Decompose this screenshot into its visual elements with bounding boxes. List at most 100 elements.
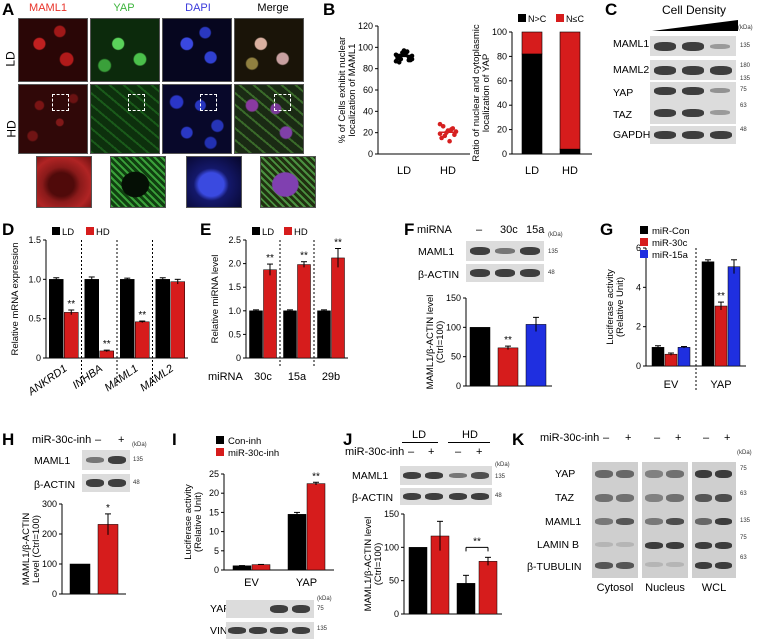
legend-label: HD (294, 227, 308, 238)
marker-c-4: 63 (740, 103, 747, 109)
y-axis-title: Luciferase activity (183, 484, 194, 560)
y-tick-label: 10 (209, 527, 219, 537)
micrograph-ld-merge (234, 18, 304, 82)
f-band-actin: β-ACTIN (418, 269, 460, 281)
k-band-tubulin: β-TUBULIN (527, 561, 582, 573)
y-tick-label: 0 (456, 381, 461, 391)
legend-swatch (52, 227, 60, 235)
bar (408, 547, 428, 615)
bar (283, 310, 297, 359)
legend-label: Con-inh (228, 436, 261, 447)
marker-k-0: 75 (740, 466, 747, 472)
chart-h-maml1-actin: 0 100 200 300 MAML1/β-ACTIN Level (Ctrl=100) * (21, 499, 126, 599)
legend-swatch (284, 227, 292, 235)
y-tick-label: 6 (636, 243, 641, 253)
zoom-box-merge (274, 94, 291, 111)
y-axis-title: MAML1/β-ACTIN (21, 513, 32, 586)
chart-d-mrna-expression: 0 0.5 1.0 1.5 Relative mRNA expression ** ANKR… (10, 227, 188, 399)
y-axis-title: MAML1/β-ACTIN level (425, 295, 436, 390)
y-tick-label: 120 (358, 21, 373, 31)
band-label-maml2: MAML2 (613, 64, 650, 76)
blot-f-maml1 (466, 241, 544, 261)
legend-label: N≤C (566, 14, 584, 24)
k-band-laminb: LAMIN B (537, 539, 580, 551)
bar (49, 279, 64, 359)
bar (651, 347, 665, 367)
panel-d-label: D (2, 220, 15, 239)
f-lane-15a: 15a (526, 224, 545, 236)
legend-label: miR-Con (652, 226, 689, 237)
y-axis-title: (Relative Unit) (615, 277, 626, 337)
bar (727, 266, 741, 367)
x-category-label: INHBA (71, 363, 105, 392)
k-fraction-nucleus: Nucleus (645, 582, 685, 594)
zoom-box-dapi (200, 94, 217, 111)
k-band-maml1: MAML1 (545, 516, 582, 528)
y-tick-label: 60 (497, 76, 507, 86)
significance-mark: ** (103, 339, 111, 350)
chart-i-luciferase: 0 5 10 15 20 25 Luciferase activity (Relative U… (183, 436, 334, 589)
micrograph-ld-yap (90, 18, 160, 82)
k-fraction-wcl: WCL (701, 582, 727, 594)
marker-k-2: 135 (740, 518, 751, 524)
y-tick-label: 100 (384, 542, 399, 552)
y-tick-label: 5 (214, 546, 219, 556)
bar (135, 321, 150, 359)
zoom-inset-maml1 (36, 156, 92, 208)
panel-f-label: F (404, 220, 415, 239)
scatter-point (403, 51, 408, 57)
y-tick-label: 80 (363, 64, 373, 74)
chart-e-mirna-level: 0 0.5 1.0 1.5 2.0 2.5 Relative miRNA level ** 30… (208, 227, 348, 383)
zoom-box-yap (128, 94, 145, 111)
x-category-label: LD (397, 165, 411, 177)
x-category-label: EV (244, 577, 259, 589)
bar (525, 324, 547, 387)
column-header-maml1: MAML1 (29, 2, 67, 14)
f-miRNA-label: miRNA (417, 224, 452, 236)
h-band-maml1: MAML1 (34, 455, 71, 467)
y-tick-label: 1.5 (28, 235, 41, 245)
legend-swatch (556, 14, 564, 22)
marker-c-1: 180 (740, 63, 751, 69)
marker-c-5: 48 (740, 127, 747, 133)
panel-k-label: K (512, 430, 525, 449)
bar (120, 279, 135, 359)
blot-c-maml1 (650, 36, 736, 56)
y-tick-label: 0.5 (28, 314, 41, 324)
marker-h-1: 48 (133, 480, 140, 486)
x-axis-title: miRNA (208, 371, 243, 383)
legend-swatch (640, 226, 648, 234)
y-tick-label: 1.5 (228, 282, 241, 292)
kda-unit-k: (kDa) (737, 450, 752, 456)
legend-label: miR-30c-inh (228, 448, 279, 459)
micrograph-ld-maml1 (18, 18, 88, 82)
significance-mark: ** (504, 335, 512, 346)
kda-unit-c: (kDa) (738, 25, 753, 31)
y-axis-title: Luciferase activity (605, 269, 616, 345)
x-category-label: 15a (288, 371, 307, 383)
marker-f-1: 48 (548, 270, 555, 276)
legend-label: LD (262, 227, 274, 238)
y-tick-label: 0 (36, 353, 41, 363)
stacked-bar-segment (559, 31, 581, 150)
bar (170, 281, 185, 359)
k-fraction-cytosol: Cytosol (596, 582, 634, 594)
legend-label: miR-15a (652, 250, 689, 261)
kda-unit-h: (kDa) (132, 442, 147, 448)
significance-mark: ** (300, 251, 308, 262)
y-axis-title: localization of YAP (481, 54, 492, 132)
x-category-label: HD (440, 165, 456, 177)
stacked-bar-segment (559, 148, 581, 155)
marker-i-0: 75 (317, 606, 324, 612)
bar (232, 565, 252, 571)
bar (714, 305, 728, 367)
x-category-label: EV (664, 379, 679, 391)
bar (701, 261, 715, 367)
marker-c-0: 135 (740, 43, 751, 49)
y-tick-label: 2 (636, 322, 641, 332)
bar (317, 310, 331, 359)
y-tick-label: 0 (394, 609, 399, 619)
x-category-label: 30c (254, 371, 272, 383)
panel-g-label: G (600, 220, 614, 239)
blot-c-yap-taz (650, 82, 736, 124)
